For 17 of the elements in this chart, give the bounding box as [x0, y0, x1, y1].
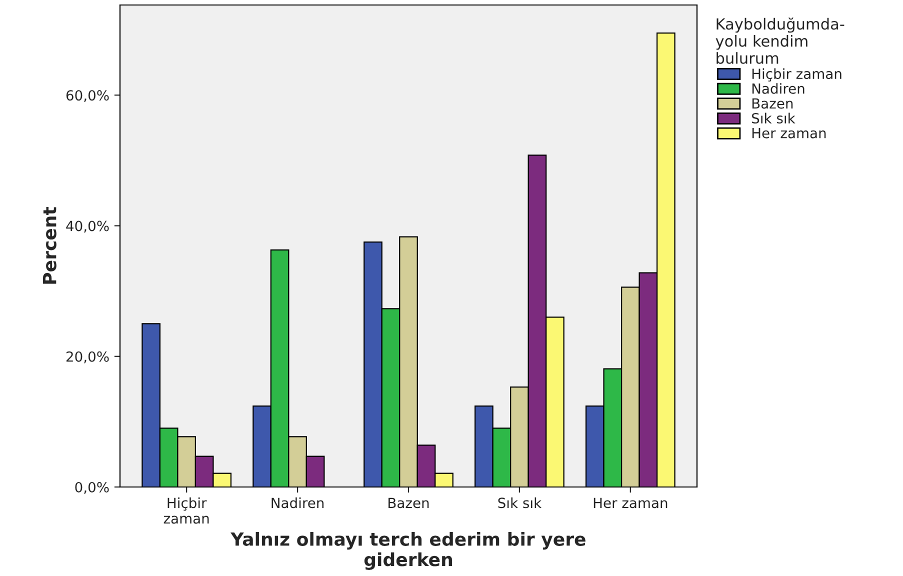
legend-title: Kaybolduğumda- yolu kendim bulurum [716, 18, 844, 64]
y-tick-label: 60,0% [66, 90, 109, 102]
y-axis-title: Percent [42, 207, 56, 284]
x-tick-label: Nadiren [272, 497, 324, 508]
legend-label: Nadiren [752, 83, 804, 94]
legend-label: Her zaman [752, 128, 826, 138]
x-tick-label: Bazen [388, 498, 429, 508]
legend-label: Hiçbir zaman [752, 68, 842, 82]
y-tick-label: 20,0% [66, 351, 109, 364]
legend-label: Bazen [752, 98, 793, 109]
x-tick-label: Her zaman [594, 498, 668, 508]
y-tick-label: 0,0% [75, 482, 109, 494]
x-tick-label: Sık sık [498, 497, 542, 508]
legend-label: Sık sık [752, 112, 796, 124]
y-tick-label: 40,0% [66, 220, 109, 233]
x-tick-label: Hiçbir zaman [164, 497, 209, 524]
x-axis-title: Yalnız olmayı terch ederim bir yere giderken [230, 532, 586, 570]
